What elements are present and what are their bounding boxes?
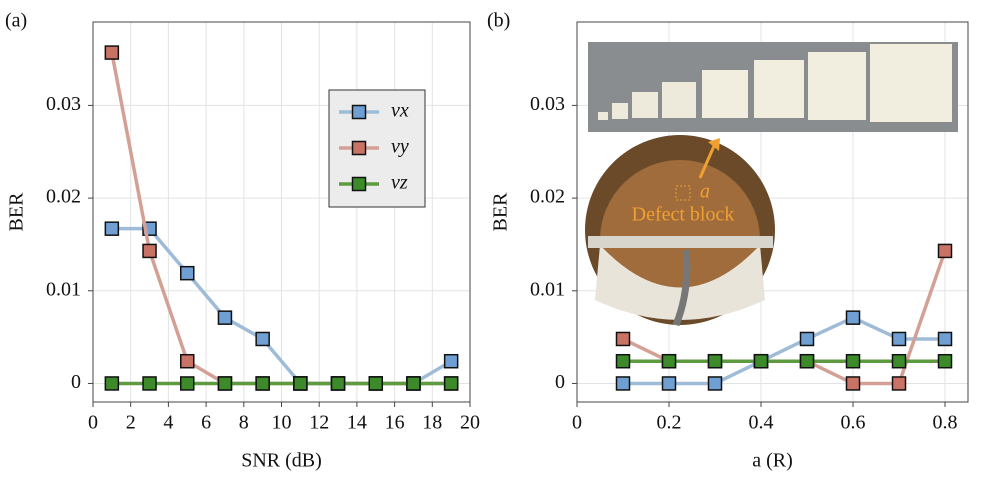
- marker: [799, 353, 815, 369]
- marker: [443, 353, 459, 369]
- panel-label: (b): [487, 10, 510, 32]
- x-tick-label: 12: [309, 412, 329, 434]
- marker: [615, 353, 631, 369]
- marker: [368, 376, 383, 391]
- legend-marker: [351, 176, 367, 192]
- marker: [217, 376, 233, 391]
- marker: [104, 221, 120, 236]
- marker: [255, 331, 270, 347]
- photo-cable: [672, 249, 691, 327]
- y-tick-label: 0: [71, 371, 81, 393]
- cube: [870, 44, 952, 122]
- marker: [180, 376, 195, 391]
- cube: [612, 103, 628, 119]
- series-line: [623, 315, 945, 386]
- cube: [702, 70, 748, 118]
- legend-label: vz: [391, 172, 408, 194]
- marker: [217, 310, 233, 325]
- x-tick-label: 4: [163, 412, 173, 434]
- cube: [632, 92, 658, 118]
- y-tick-label: 0.03: [46, 93, 81, 115]
- cube: [662, 82, 696, 118]
- marker: [707, 376, 723, 391]
- x-tick-label: 0.2: [657, 412, 682, 434]
- cube: [598, 112, 608, 120]
- x-axis-label: a (R): [752, 450, 793, 472]
- marker: [891, 353, 907, 369]
- y-tick-label: 0.01: [530, 278, 565, 300]
- marker: [293, 376, 308, 391]
- marker: [937, 331, 953, 347]
- marker: [845, 376, 861, 391]
- marker: [891, 331, 907, 347]
- x-tick-label: 2: [126, 412, 136, 434]
- x-tick-label: 0.8: [933, 412, 958, 434]
- x-tick-label: 8: [239, 412, 249, 434]
- cube: [808, 52, 866, 120]
- photo-rim: [595, 245, 765, 320]
- marker: [661, 376, 677, 391]
- x-tick-label: 14: [347, 412, 367, 434]
- photo-bar: [588, 236, 773, 248]
- y-tick-label: 0.01: [46, 278, 81, 300]
- panel-label: (a): [5, 10, 27, 32]
- y-tick-label: 0.02: [530, 186, 565, 208]
- marker: [845, 310, 861, 325]
- x-tick-label: 10: [272, 412, 292, 434]
- y-axis-label: BER: [6, 192, 28, 232]
- marker: [891, 376, 907, 391]
- arrow-head: [708, 138, 720, 151]
- marker: [799, 331, 815, 347]
- marker: [104, 45, 120, 60]
- x-axis-label: SNR (dB): [241, 450, 322, 472]
- marker: [443, 376, 459, 391]
- marker: [615, 376, 631, 391]
- marker: [615, 331, 631, 347]
- marker: [406, 376, 421, 391]
- plot-frame: [576, 21, 969, 403]
- marker: [255, 376, 270, 391]
- x-tick-label: 6: [201, 412, 211, 434]
- legend-marker: [351, 140, 367, 156]
- marker: [845, 353, 861, 369]
- marker: [937, 243, 953, 259]
- marker: [104, 376, 120, 391]
- cube: [754, 60, 804, 118]
- marker: [180, 353, 195, 369]
- marker: [937, 353, 953, 369]
- arrow: [698, 145, 716, 179]
- x-tick-label: 0.4: [749, 412, 774, 434]
- marker: [180, 265, 195, 281]
- marker: [753, 353, 769, 369]
- x-tick-label: 0: [572, 412, 582, 434]
- legend-label: vx: [391, 100, 409, 122]
- marker: [707, 353, 723, 369]
- x-tick-label: 20: [460, 412, 480, 434]
- marker: [330, 376, 346, 391]
- x-tick-label: 16: [385, 412, 405, 434]
- legend-marker: [351, 104, 367, 120]
- defect-box: [675, 185, 691, 201]
- marker: [661, 353, 677, 369]
- y-tick-label: 0.02: [46, 186, 81, 208]
- y-axis-label: BER: [490, 192, 512, 232]
- y-tick-label: 0: [555, 371, 565, 393]
- marker: [142, 376, 157, 391]
- x-tick-label: 0: [88, 412, 98, 434]
- y-tick-label: 0.03: [530, 93, 565, 115]
- marker: [142, 243, 157, 259]
- annotation: Defect block: [632, 204, 735, 226]
- inset-photos: a Defect block: [585, 42, 958, 327]
- annotation: a: [700, 181, 710, 203]
- x-tick-label: 18: [422, 412, 442, 434]
- legend-label: vy: [391, 136, 409, 158]
- x-tick-label: 0.6: [841, 412, 866, 434]
- plot-frame: [92, 21, 471, 403]
